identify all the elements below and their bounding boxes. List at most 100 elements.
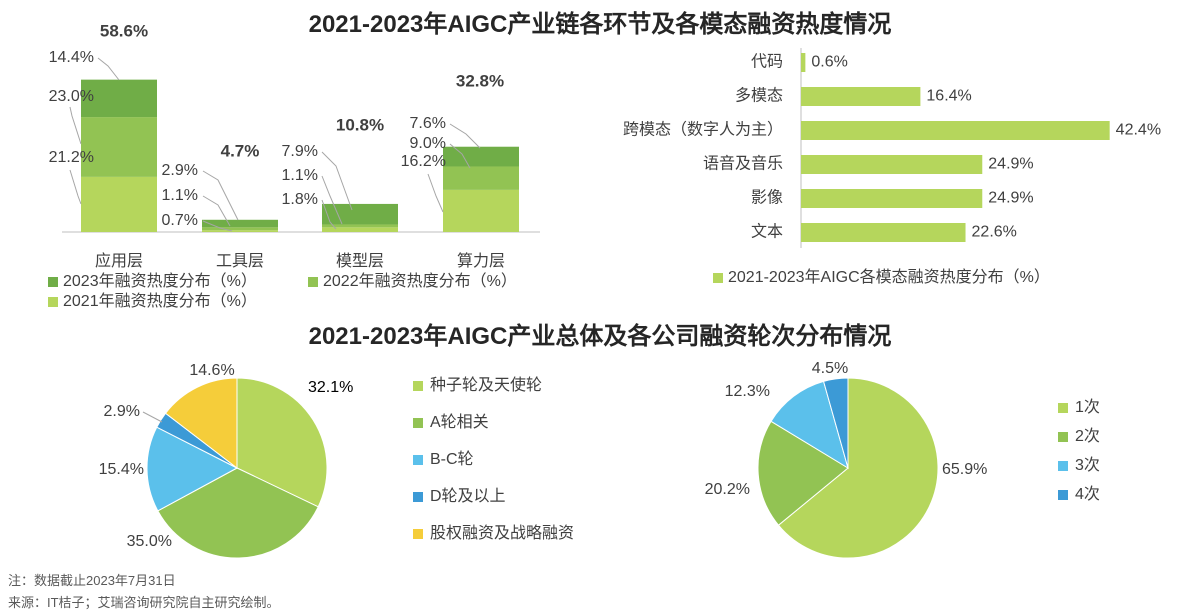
legend-swatch (413, 418, 423, 428)
legend-label: 4次 (1075, 485, 1100, 503)
label-leader-line (427, 173, 444, 213)
category-tick-label: 多模态 (735, 87, 783, 105)
legend-swatch (48, 277, 58, 287)
footnote: 注：数据截止2023年7月31日 (8, 573, 176, 588)
category-tick-label: 工具层 (216, 253, 264, 270)
label-leader-line (69, 106, 82, 145)
data-label: 14.4% (49, 49, 94, 66)
category-tick-label: 应用层 (95, 251, 143, 270)
category-tick-label: 模型层 (336, 252, 384, 270)
pie-slice (164, 377, 238, 470)
label-leader-line (97, 57, 120, 81)
legend-swatch (413, 529, 423, 539)
legend-swatch (413, 492, 423, 502)
bar-total-label: 32.8% (456, 71, 504, 90)
pie-slice (146, 426, 239, 512)
data-label: 2.9% (104, 403, 140, 420)
hbar (801, 155, 983, 174)
legend-label: 2023年融资热度分布（%） (63, 272, 257, 290)
hbar (801, 189, 983, 208)
bar-total-label: 4.7% (221, 141, 260, 160)
source-note: 来源：IT桔子；艾瑞咨询研究院自主研究绘制。 (8, 595, 280, 610)
category-tick-label: 算力层 (457, 251, 505, 270)
legend-swatch (413, 381, 423, 391)
data-label: 7.6% (410, 115, 446, 132)
legend-label: A轮相关 (430, 413, 489, 431)
data-label: 35.0% (127, 533, 172, 550)
data-label: 42.4% (1116, 122, 1161, 139)
legend-swatch (1058, 461, 1068, 471)
legend-label: 2022年融资热度分布（%） (323, 272, 517, 290)
legend-label: 股权融资及战略融资 (430, 524, 574, 542)
legend-swatch (1058, 432, 1068, 442)
legend-label: 种子轮及天使轮 (430, 376, 542, 394)
stacked-bar-segment (202, 227, 278, 231)
legend-swatch (713, 273, 723, 283)
hbar (801, 87, 921, 106)
legend-swatch (413, 455, 423, 465)
stacked-bar-segment (322, 224, 398, 228)
label-leader-line (321, 199, 337, 230)
legend-label: 1次 (1075, 398, 1100, 416)
data-label: 22.6% (972, 224, 1017, 241)
stacked-bar-segment (443, 146, 519, 167)
label-leader-line (321, 175, 343, 225)
data-label: 4.5% (812, 360, 848, 377)
label-leader-line (202, 220, 233, 232)
stacked-bar-segment (202, 219, 278, 228)
label-leader-line (202, 195, 231, 227)
legend-swatch (1058, 490, 1068, 500)
data-label: 12.3% (725, 383, 770, 400)
bar-total-label: 58.6% (100, 21, 148, 40)
category-tick-label: 语音及音乐 (703, 155, 783, 173)
stacked-bar-segment (322, 227, 398, 232)
legend-swatch (1058, 403, 1068, 413)
hbar (801, 223, 966, 242)
pie-slice (236, 377, 328, 508)
stacked-bar-segment (443, 189, 519, 232)
legend-label: B-C轮 (430, 450, 474, 468)
label-leader-line (321, 151, 353, 211)
bottom-chart-title: 2021-2023年AIGC产业总体及各公司融资轮次分布情况 (308, 323, 892, 350)
pie-slice (777, 377, 939, 559)
stacked-bar-segment (81, 79, 157, 118)
data-label: 20.2% (705, 481, 750, 498)
pie-slice (822, 377, 849, 469)
stacked-bar-segment (81, 117, 157, 177)
legend-swatch (48, 297, 58, 307)
stacked-bar-segment (202, 230, 278, 232)
data-label: 9.0% (410, 135, 446, 152)
data-label: 65.9% (942, 461, 987, 478)
pie-slice (157, 467, 319, 559)
data-label: 2.9% (162, 162, 198, 179)
data-label: 1.1% (162, 187, 198, 204)
category-tick-label: 影像 (751, 189, 783, 207)
data-label: 7.9% (282, 143, 318, 160)
data-label: 1.1% (282, 167, 318, 184)
category-tick-label: 跨模态（数字人为主） (623, 121, 783, 139)
pie-slice (770, 380, 849, 470)
data-label: 23.0% (49, 88, 94, 105)
label-leader-line (69, 169, 82, 205)
data-label: 21.2% (49, 149, 94, 166)
category-tick-label: 文本 (751, 223, 783, 241)
data-label: 24.9% (988, 156, 1033, 173)
data-label: 1.8% (282, 191, 318, 208)
category-tick-label: 代码 (751, 53, 783, 71)
legend-label: 2021年融资热度分布（%） (63, 292, 257, 310)
legend-label: 2021-2023年AIGC各模态融资热度分布（%） (728, 268, 1050, 286)
pie-slice (757, 420, 849, 526)
data-label: 16.2% (401, 153, 446, 170)
data-label: 14.6% (189, 362, 234, 379)
stacked-bar-segment (322, 203, 398, 225)
label-leader-line (449, 143, 471, 169)
data-label: 32.1% (308, 379, 353, 396)
data-label: 16.4% (926, 88, 971, 105)
stacked-bar-segment (81, 176, 157, 232)
hbar (801, 53, 806, 72)
legend-label: 2次 (1075, 427, 1100, 445)
data-label: 15.4% (99, 461, 144, 478)
bar-total-label: 10.8% (336, 115, 384, 134)
legend-swatch (308, 277, 318, 287)
